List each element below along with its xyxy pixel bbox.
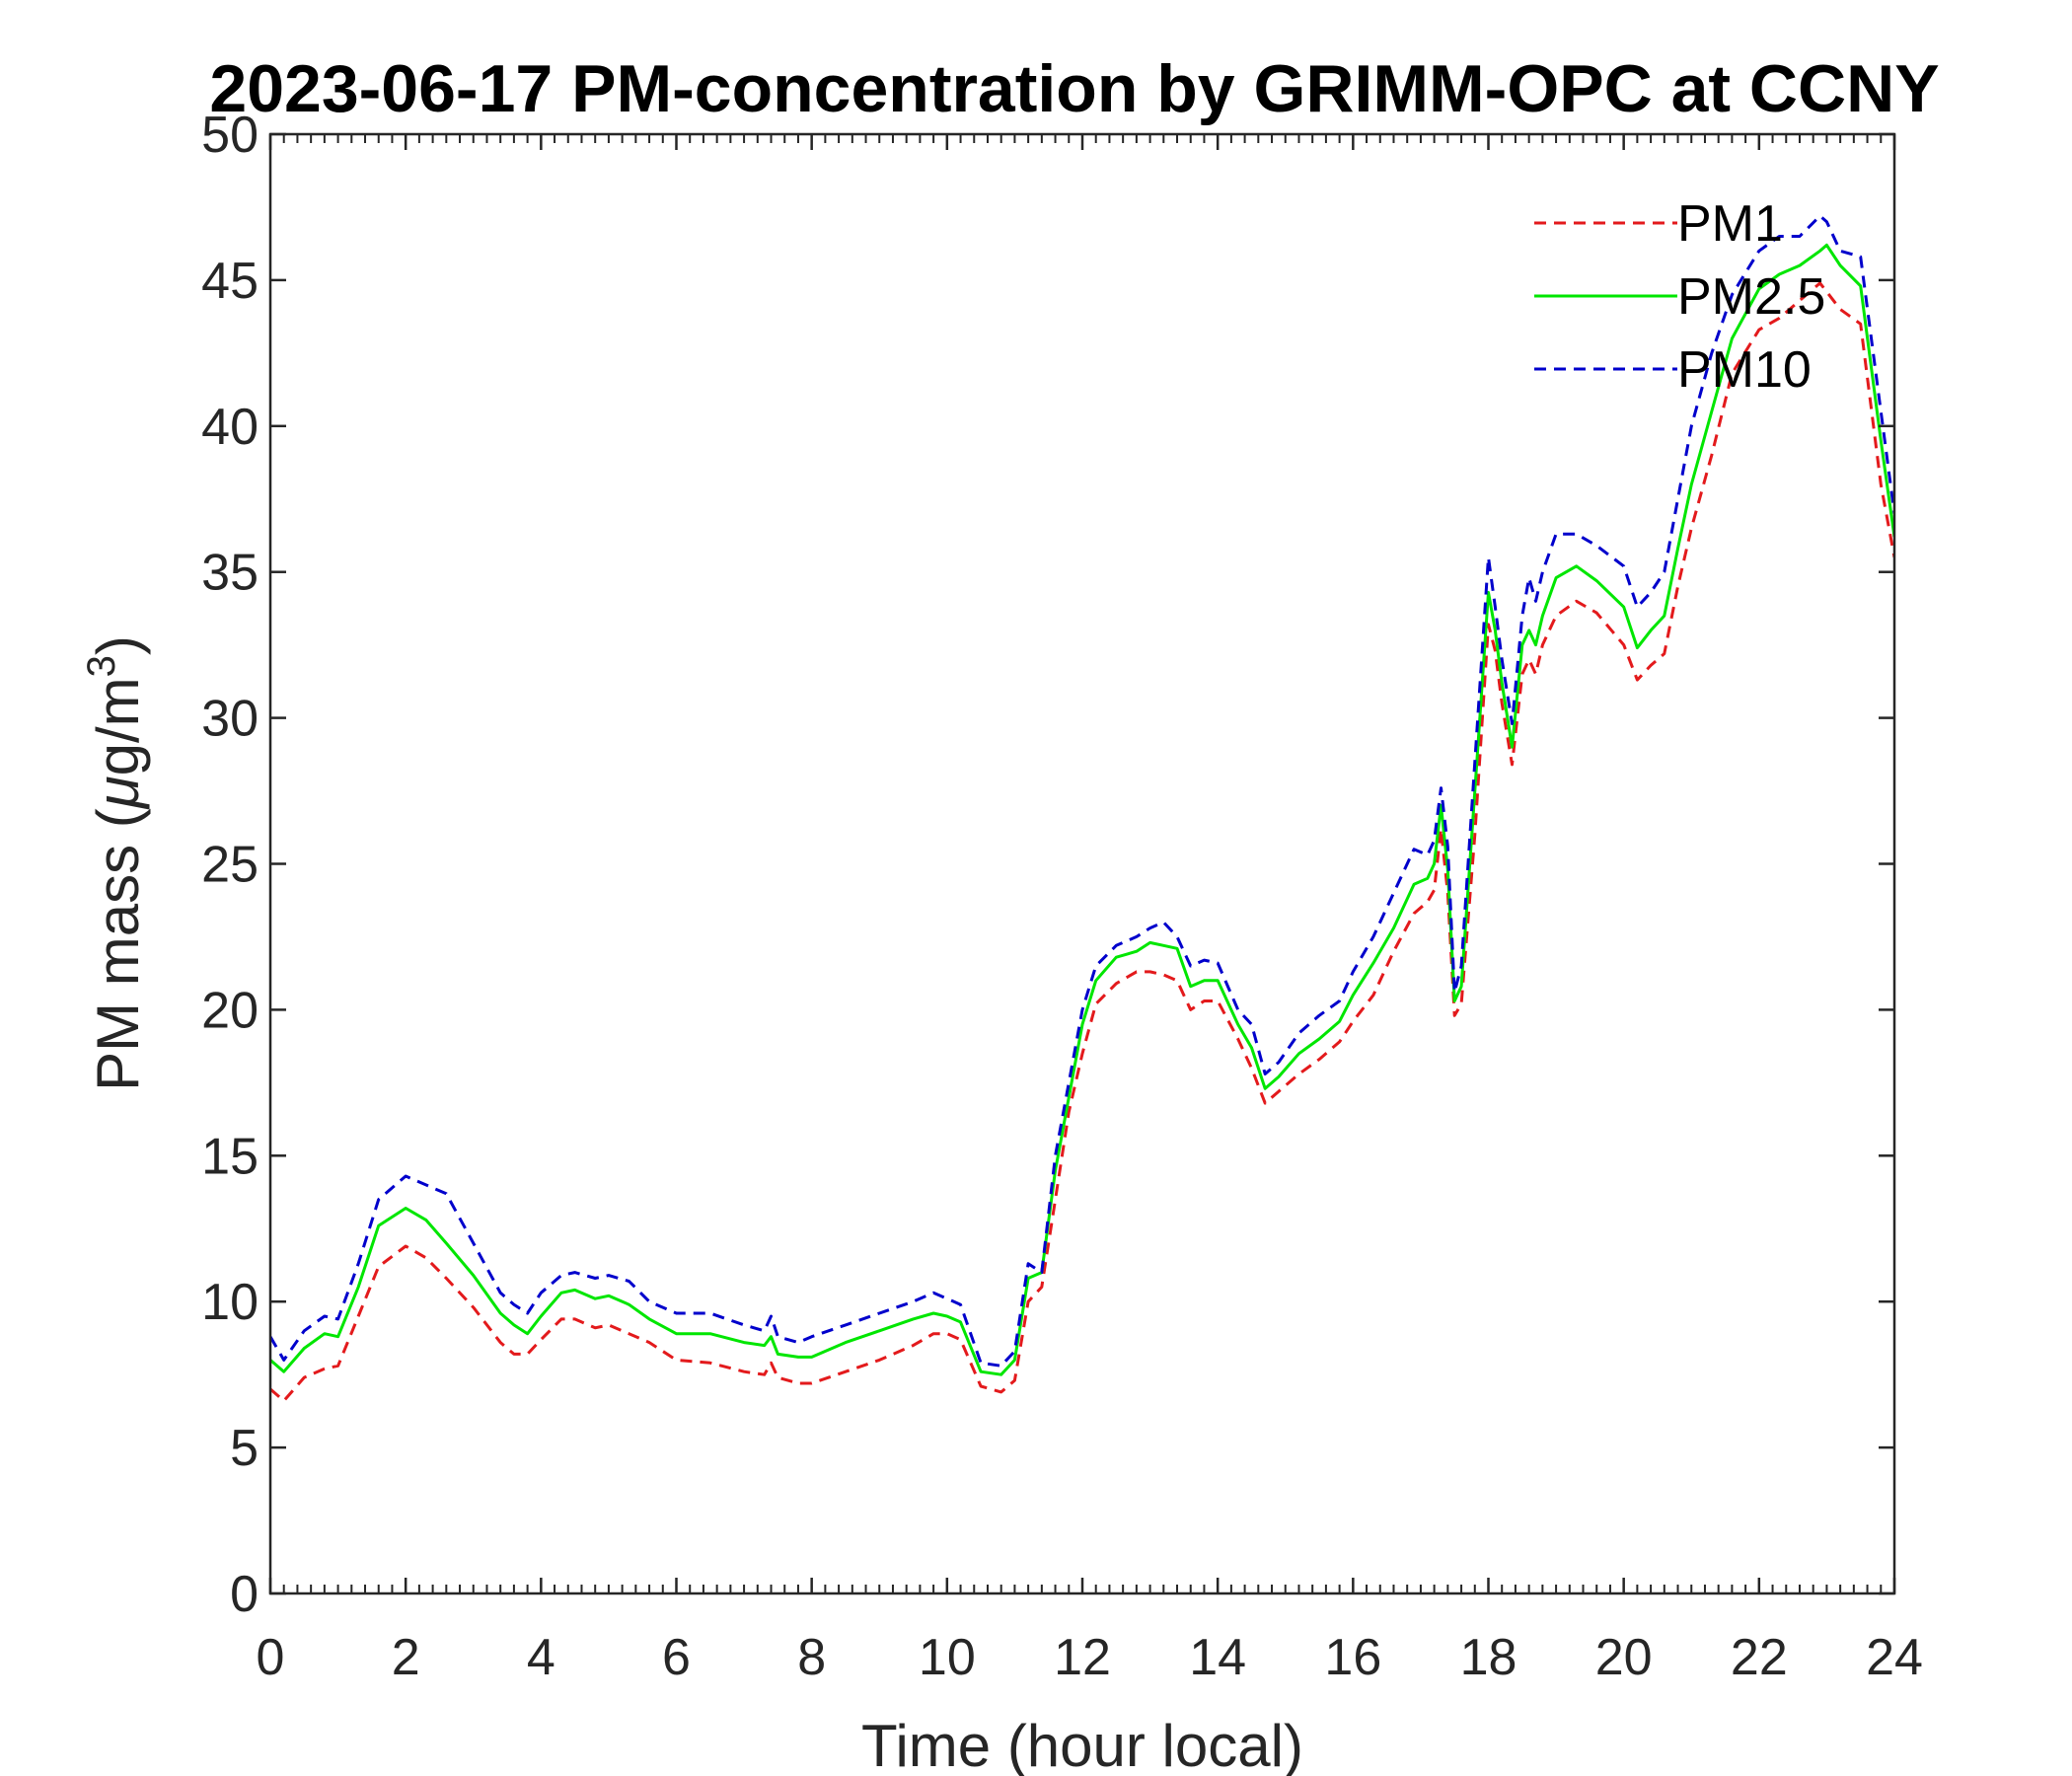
x-tick-label-7: 14 bbox=[1189, 1629, 1246, 1686]
legend-label-pm1: PM1 bbox=[1677, 195, 1783, 253]
legend-label-pm10: PM10 bbox=[1677, 341, 1812, 399]
y-axis-label-exp: 3 bbox=[80, 655, 123, 677]
y-axis-label-main: PM mass ( bbox=[85, 808, 151, 1091]
minor-ticks bbox=[282, 134, 1883, 1593]
chart-title: 2023-06-17 PM-concentration by GRIMM-OPC… bbox=[209, 51, 1939, 126]
y-axis-label-mu: μ bbox=[85, 776, 151, 810]
y-axis-label-close: ) bbox=[85, 635, 151, 655]
major-ticks bbox=[268, 132, 1896, 1595]
series-layer bbox=[270, 214, 1894, 1403]
y-axis-label: PM mass (μg/m3) bbox=[80, 635, 151, 1091]
legend: PM1 PM2.5 PM10 bbox=[1534, 195, 1825, 399]
x-tick-label-9: 18 bbox=[1460, 1629, 1517, 1686]
x-tick-label-8: 16 bbox=[1324, 1629, 1381, 1686]
y-tick-label-9: 45 bbox=[201, 253, 259, 310]
x-tick-label-5: 10 bbox=[919, 1629, 976, 1686]
x-tick-label-1: 2 bbox=[392, 1629, 420, 1686]
y-tick-label-4: 20 bbox=[201, 982, 259, 1039]
x-tick-label-10: 20 bbox=[1595, 1629, 1653, 1686]
x-tick-label-11: 22 bbox=[1731, 1629, 1788, 1686]
series-line-pm25 bbox=[270, 243, 1894, 1376]
y-tick-label-5: 25 bbox=[201, 837, 259, 894]
x-tick-label-2: 4 bbox=[527, 1629, 555, 1686]
series-line-pm10 bbox=[270, 214, 1894, 1368]
x-tick-label-3: 6 bbox=[662, 1629, 691, 1686]
y-tick-label-8: 40 bbox=[201, 399, 259, 456]
y-tick-label-10: 50 bbox=[201, 107, 259, 164]
y-tick-label-0: 0 bbox=[230, 1566, 259, 1623]
y-tick-label-6: 30 bbox=[201, 691, 259, 748]
x-tick-label-12: 24 bbox=[1866, 1629, 1923, 1686]
plot-frame bbox=[268, 132, 1896, 1595]
y-axis-label-unit: g/m bbox=[85, 677, 151, 776]
series-line-pm1 bbox=[270, 281, 1894, 1403]
legend-label-pm25: PM2.5 bbox=[1677, 268, 1825, 326]
y-tick-label-3: 15 bbox=[201, 1128, 259, 1185]
y-tick-label-7: 35 bbox=[201, 545, 259, 602]
x-tick-labels: 0 2 4 6 8 10 12 14 16 18 20 22 24 bbox=[257, 1629, 1923, 1686]
x-tick-label-0: 0 bbox=[257, 1629, 285, 1686]
y-tick-labels: 0 5 10 15 20 25 30 35 40 45 50 bbox=[201, 107, 259, 1623]
x-tick-label-4: 8 bbox=[797, 1629, 826, 1686]
x-tick-label-6: 12 bbox=[1054, 1629, 1111, 1686]
y-tick-label-1: 5 bbox=[230, 1420, 259, 1477]
x-axis-label: Time (hour local) bbox=[861, 1713, 1303, 1776]
y-tick-label-2: 10 bbox=[201, 1274, 259, 1331]
plot-area bbox=[268, 132, 1896, 1595]
